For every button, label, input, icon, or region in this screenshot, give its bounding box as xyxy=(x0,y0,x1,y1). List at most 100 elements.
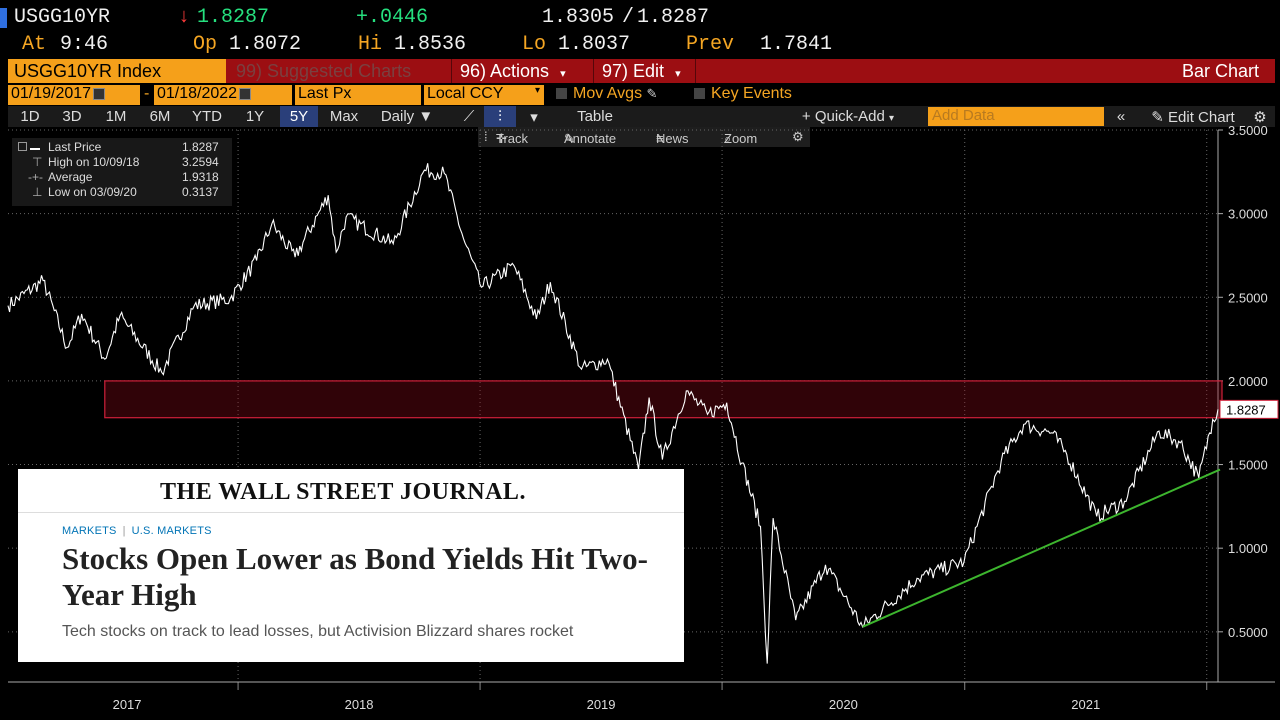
field-select[interactable]: Last Px xyxy=(295,85,421,105)
key-events-label: Key Events xyxy=(711,85,792,102)
actions-label: 96) Actions xyxy=(460,61,550,81)
currency-select[interactable]: Local CCY ▾ xyxy=(424,85,544,105)
crosshair-icon: ✛ xyxy=(496,131,507,146)
function-bar: USGG10YR Index 99) Suggested Charts 96) … xyxy=(8,59,1275,83)
edit-chart-button[interactable]: ✎ Edit Chart xyxy=(1138,106,1248,127)
chart-legend: Last Price 1.8287 High on 10/09/18 3.2594 … xyxy=(12,138,232,206)
bid-ask-separator: / xyxy=(622,6,635,29)
zoom-label: Zoom xyxy=(724,131,758,146)
bid-price: 1.8305 xyxy=(542,6,615,29)
news-label: News xyxy=(656,131,689,146)
open-value: 1.8072 xyxy=(229,33,302,56)
period-3d[interactable]: 3D xyxy=(62,108,82,125)
caret-down-icon: ▾ xyxy=(675,68,681,80)
security-field[interactable]: USGG10YR Index xyxy=(8,59,226,83)
suggested-charts-button[interactable]: 99) Suggested Charts xyxy=(230,59,452,83)
line-chart-icon[interactable]: ⟋ xyxy=(463,108,475,125)
bar-chart-icon[interactable]: ⫶ xyxy=(484,106,516,127)
support-trendline xyxy=(862,468,1221,628)
last-price-tag-label: 1.8287 xyxy=(1226,402,1266,417)
period-6m[interactable]: 6M xyxy=(149,108,171,125)
pencil-icon: ✎ xyxy=(1151,109,1169,126)
article-summary: Tech stocks on track to lead losses, but… xyxy=(62,623,574,640)
date-range-bar: 01/19/2017 - 01/18/2022 Last Px Local CC… xyxy=(8,85,1275,105)
y-tick-label: 2.0000 xyxy=(1228,374,1268,389)
quote-header: USGG10YR ↓ 1.8287 +.0446 1.8305 / 1.8287 xyxy=(0,6,1280,32)
price-series-line xyxy=(7,163,1219,664)
mov-avgs-toggle[interactable]: Mov Avgs ✎ xyxy=(556,85,657,103)
x-tick-label: 2019 xyxy=(587,697,616,712)
high-label: Hi xyxy=(358,33,383,56)
plus-icon: + xyxy=(801,108,815,125)
track-label: Track xyxy=(496,131,529,146)
y-tick-label: 3.0000 xyxy=(1228,207,1268,222)
calendar-icon[interactable] xyxy=(93,87,106,100)
open-label: Op xyxy=(193,33,218,56)
caret-down-icon: ▾ xyxy=(560,68,566,80)
period-ytd[interactable]: YTD xyxy=(192,108,222,125)
ticker-symbol: USGG10YR xyxy=(14,6,111,29)
currency-value: Local CCY xyxy=(427,85,504,102)
collapse-box-icon[interactable] xyxy=(18,142,27,151)
average-marker-icon: -+- xyxy=(28,170,43,184)
low-marker-icon: ⊥ xyxy=(32,185,43,199)
quick-add-label: Quick-Add xyxy=(814,108,885,125)
legend-low: Low on 03/09/20 0.3137 xyxy=(20,185,230,201)
period-max[interactable]: Max xyxy=(329,108,359,125)
pencil-icon[interactable]: ✎ xyxy=(646,86,658,101)
ticker-marker xyxy=(0,8,7,28)
legend-label: Last Price xyxy=(48,140,102,154)
category-markets[interactable]: MARKETS xyxy=(62,525,117,537)
calendar-icon[interactable] xyxy=(239,87,252,100)
y-tick-label: 3.5000 xyxy=(1228,123,1268,138)
edit-chart-label: Edit Chart xyxy=(1168,109,1235,126)
edit-menu[interactable]: 97) Edit ▾ xyxy=(596,59,696,83)
chart-type-title: Bar Chart xyxy=(1181,61,1259,81)
key-events-toggle[interactable]: Key Events xyxy=(694,85,792,103)
prev-value: 1.7841 xyxy=(760,33,833,56)
gear-icon[interactable]: ⚙ xyxy=(1253,109,1267,126)
period-1m[interactable]: 1M xyxy=(105,108,127,125)
annotate-label: Annotate xyxy=(564,131,617,146)
checkbox[interactable] xyxy=(556,88,567,100)
x-tick-label: 2021 xyxy=(1071,697,1100,712)
ask-price: 1.8287 xyxy=(637,6,710,29)
checkbox[interactable] xyxy=(694,88,705,100)
x-tick-label: 2017 xyxy=(113,697,142,712)
article-category: MARKETS | U.S. MARKETS xyxy=(62,525,212,537)
x-tick-label: 2018 xyxy=(345,697,374,712)
actions-menu[interactable]: 96) Actions ▾ xyxy=(454,59,594,83)
prev-label: Prev xyxy=(686,33,735,56)
resistance-band xyxy=(104,380,1223,419)
low-label: Lo xyxy=(522,33,547,56)
add-data-input[interactable]: Add Data xyxy=(928,107,1104,126)
period-5y[interactable]: 5Y xyxy=(280,106,318,127)
legend-label: Average xyxy=(48,170,93,184)
last-price-tag xyxy=(1219,399,1279,419)
chart-tools-bar: ⁞ ✛ Track ✎ Annotate ≡ News ⌕ Zoom ⚙ xyxy=(478,127,810,147)
end-date-value: 01/18/2022 xyxy=(157,85,238,102)
y-tick-label: 1.5000 xyxy=(1228,458,1268,473)
news-article-card[interactable]: THE WALL STREET JOURNAL. MARKETS | U.S. MA… xyxy=(18,469,684,662)
gear-icon[interactable]: ⚙ xyxy=(792,129,804,144)
quote-time: 9:46 xyxy=(60,33,109,56)
start-date-field[interactable]: 01/19/2017 xyxy=(8,85,140,105)
quick-add-menu[interactable]: + Quick-Add ▾ xyxy=(788,106,908,127)
period-bar: 1D 3D 1M 6M YTD 1Y 5Y Max Daily ▼ ⟋ ⫶ ▾ … xyxy=(8,106,1275,127)
end-date-field[interactable]: 01/18/2022 xyxy=(154,85,292,105)
category-us-markets[interactable]: U.S. MARKETS xyxy=(131,525,212,537)
frequency-select[interactable]: Daily ▼ xyxy=(372,106,442,127)
legend-value: 1.8287 xyxy=(182,140,219,154)
quote-stats: At 9:46 Op 1.8072 Hi 1.8536 Lo 1.8037 Pr… xyxy=(0,33,1280,59)
edit-label: 97) Edit xyxy=(602,61,665,81)
period-1d[interactable]: 1D xyxy=(20,108,40,125)
article-headline[interactable]: Stocks Open Lower as Bond Yields Hit Two… xyxy=(62,541,648,612)
legend-average: Average 1.9318 xyxy=(20,170,230,186)
grip-icon[interactable]: ⁞ xyxy=(484,129,488,144)
table-button[interactable]: Table xyxy=(577,108,613,125)
caret-down-icon[interactable]: ▾ xyxy=(530,109,538,126)
period-1y[interactable]: 1Y xyxy=(245,108,265,125)
legend-value: 0.3137 xyxy=(182,185,219,199)
collapse-icon[interactable]: « xyxy=(1116,108,1126,125)
